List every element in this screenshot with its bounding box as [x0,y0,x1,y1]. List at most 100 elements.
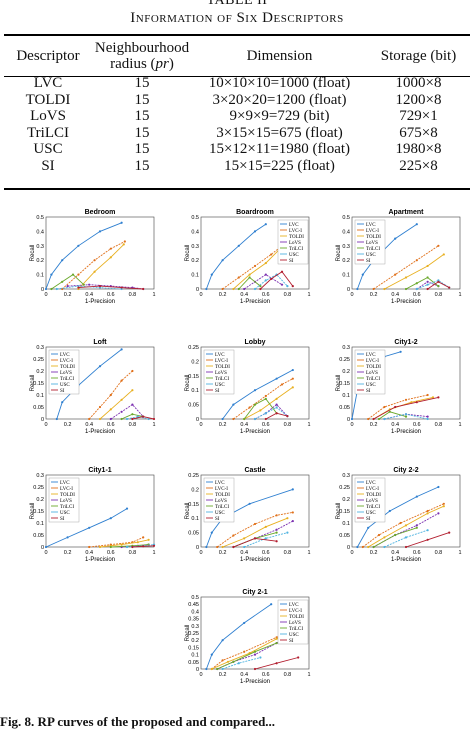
data-point-trilci [61,280,64,283]
y-axis-label: Recall [185,375,191,392]
chart-title: Apartment [388,209,424,216]
data-point-si [372,417,375,421]
data-point-si [404,545,408,549]
y-tick-label: 0.15 [339,509,350,515]
data-point-si [142,415,145,418]
data-point-lvc [350,417,354,421]
legend-label: SI [289,259,294,264]
x-tick-label: 0.8 [435,422,443,428]
data-point-lvc-i [88,545,91,549]
series-line-lvc-i [216,511,293,548]
y-tick-label: 0.5 [342,215,350,221]
data-point-toldi [367,545,370,549]
x-axis-label: 1-Precision [240,679,270,685]
y-tick-label: 0.35 [188,617,199,623]
legend-label: TOLDI [60,365,75,370]
legend-label: LVC [289,603,299,608]
data-point-usc [55,287,58,291]
data-point-usc [125,417,129,421]
y-tick-label: 0.2 [191,638,199,644]
y-tick-label: 0.25 [339,357,350,363]
x-tick-label: 0.6 [413,292,421,298]
data-point-si [270,277,273,281]
series-line-toldi [99,389,133,420]
chart-title: City 2-1 [242,589,267,596]
data-point-lvc-i [437,244,440,247]
table-cell: 225×8 [399,157,438,174]
data-point-trilci [120,417,123,421]
x-axis-label: 1-Precision [240,299,270,305]
data-point-si [232,545,235,549]
legend-label: LoVS [366,371,378,376]
data-point-lvc [399,350,402,353]
y-tick-label: 0.2 [191,359,199,365]
data-point-usc [259,656,262,659]
series-line-usc [384,529,428,548]
table-cell: 15 [134,75,150,91]
y-tick-label: 0.2 [342,497,350,503]
y-tick-label: 0.1 [36,393,44,399]
data-point-toldi [248,273,251,276]
data-point-trilci [82,283,85,286]
data-point-usc [253,287,257,291]
y-tick-label: 0 [347,545,350,551]
rp-chart: Bedroom 0 0.2 0.4 0.6 0.8 1 0 0.1 0.2 0.3 0.4 0.5 1-P… [30,205,158,309]
data-point-si [275,662,278,665]
series-line-lvc-i [367,394,428,420]
x-tick-label: 1 [307,292,310,298]
legend-label: TriLCI [289,247,303,252]
rp-chart: Loft 0 0.2 0.4 0.6 0.8 1 0 0.05 0.1 0.15 0.2 0.25 0.3… [30,335,158,439]
y-axis-label: Recall [336,503,342,520]
rp-chart-svg: City 2-10 0.2 0.4 0.6 0.8 100.050.10.150.20.2… [185,589,311,685]
data-point-toldi [259,409,262,412]
data-point-toldi [120,543,123,546]
y-tick-label: 0.05 [188,660,199,666]
data-point-lvc-i [291,511,294,514]
legend-label: SI [366,517,371,522]
table-cell: 15 [134,141,150,157]
data-point-si [280,270,284,273]
data-point-lvc-i [399,521,402,525]
table-label: TABLE II [206,0,268,8]
y-tick-label: 0.2 [342,258,350,264]
series-line-lvc-i [88,370,133,420]
legend-label: TOLDI [289,235,304,240]
y-tick-label: 0.2 [342,369,350,375]
x-tick-label: 0.4 [391,550,399,556]
series-line-trilci [405,276,439,290]
data-point-si [264,417,267,421]
series-line-lvc-i [362,503,444,548]
data-point-lvc [66,536,69,539]
y-axis-label: Recall [30,375,36,392]
y-tick-label: 0.25 [188,345,199,351]
x-tick-label: 0.6 [262,422,270,428]
table-cell: 15×15=225 (float) [224,157,335,174]
series-line-toldi [243,386,294,420]
y-tick-label: 0.25 [188,631,199,637]
x-tick-label: 0.6 [107,292,115,298]
data-point-usc [426,529,429,532]
table-top-rule [4,34,470,36]
y-tick-label: 0.2 [36,497,44,503]
chart-title: City1-1 [88,467,111,474]
data-point-usc [253,417,257,421]
legend-label: SI [289,639,294,644]
series-line-lvc [205,223,267,290]
data-point-lovs [131,403,134,406]
data-point-trilci [426,276,429,279]
data-point-lvc [205,667,208,671]
legend-label: LVC [60,353,70,358]
header-storage: Storage (bit) [380,47,457,64]
data-point-usc [264,537,267,540]
data-point-toldi [226,660,230,663]
y-tick-label: 0.25 [339,485,350,491]
table-cell: 729×1 [399,108,438,124]
data-point-lvc-i [248,406,251,409]
data-point-trilci [388,410,391,413]
data-point-lvc [77,244,80,247]
data-point-si [415,401,418,404]
data-point-si [437,280,440,283]
data-point-lvc [248,502,251,505]
data-point-trilci [377,417,381,421]
y-tick-label: 0.15 [33,509,44,515]
